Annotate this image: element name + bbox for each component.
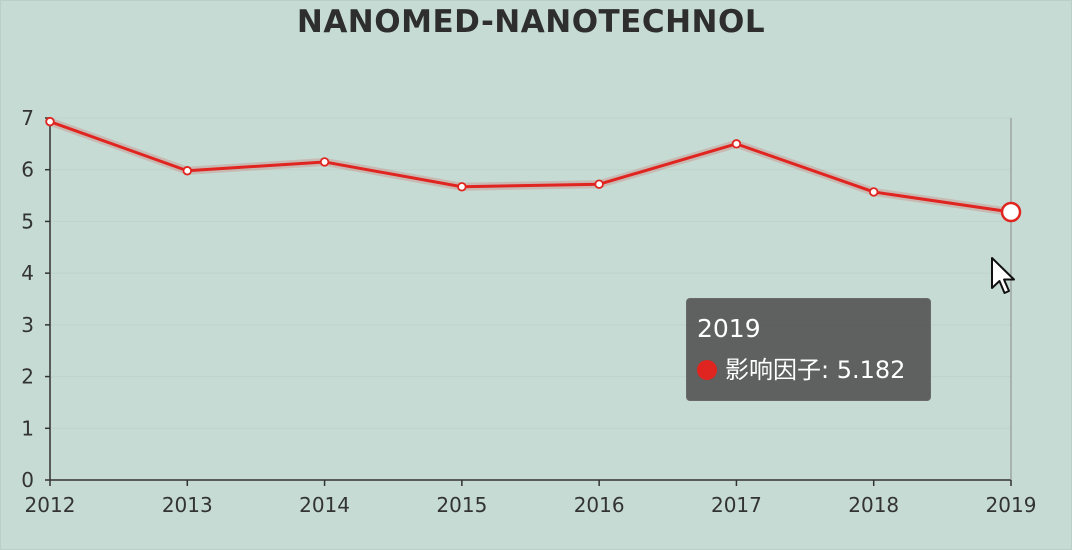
x-tick-label: 2019 <box>986 493 1037 517</box>
y-tick-label: 1 <box>21 416 34 440</box>
tooltip-label: 影响因子: 5.182 <box>725 356 906 384</box>
mouse-pointer-icon <box>991 257 1015 294</box>
x-tick-label: 2012 <box>25 493 76 517</box>
x-tick-label: 2018 <box>848 493 899 517</box>
data-point <box>594 179 604 189</box>
series-line-shadow <box>48 117 1012 216</box>
x-tick-label: 2017 <box>711 493 762 517</box>
data-point <box>45 116 55 127</box>
x-tick-label: 2015 <box>436 493 487 517</box>
tooltip-row: 影响因子: 5.182 <box>697 355 920 385</box>
data-tooltip: 2019 影响因子: 5.182 <box>686 298 931 401</box>
x-tick-label: 2016 <box>574 493 625 517</box>
tooltip-title: 2019 <box>697 314 761 343</box>
x-tick-label: 2014 <box>299 493 350 517</box>
data-point <box>182 166 192 176</box>
data-point <box>869 187 879 197</box>
series-line <box>49 120 1012 214</box>
chart-title: NANOMED-NANOTECHNOL <box>296 4 766 40</box>
y-tick-label: 6 <box>21 158 34 182</box>
y-tick-label: 4 <box>21 261 34 285</box>
y-tick-label: 5 <box>21 209 34 233</box>
series-dot-icon <box>697 360 717 380</box>
x-tick-label: 2013 <box>162 493 213 517</box>
data-point-highlighted <box>1000 201 1022 223</box>
y-tick-label: 7 <box>21 106 34 130</box>
y-tick-label: 2 <box>21 365 34 389</box>
data-point <box>457 182 467 192</box>
y-tick-label: 0 <box>21 468 34 492</box>
data-point <box>731 139 742 149</box>
y-tick-label: 3 <box>21 313 34 337</box>
data-point <box>319 157 330 167</box>
